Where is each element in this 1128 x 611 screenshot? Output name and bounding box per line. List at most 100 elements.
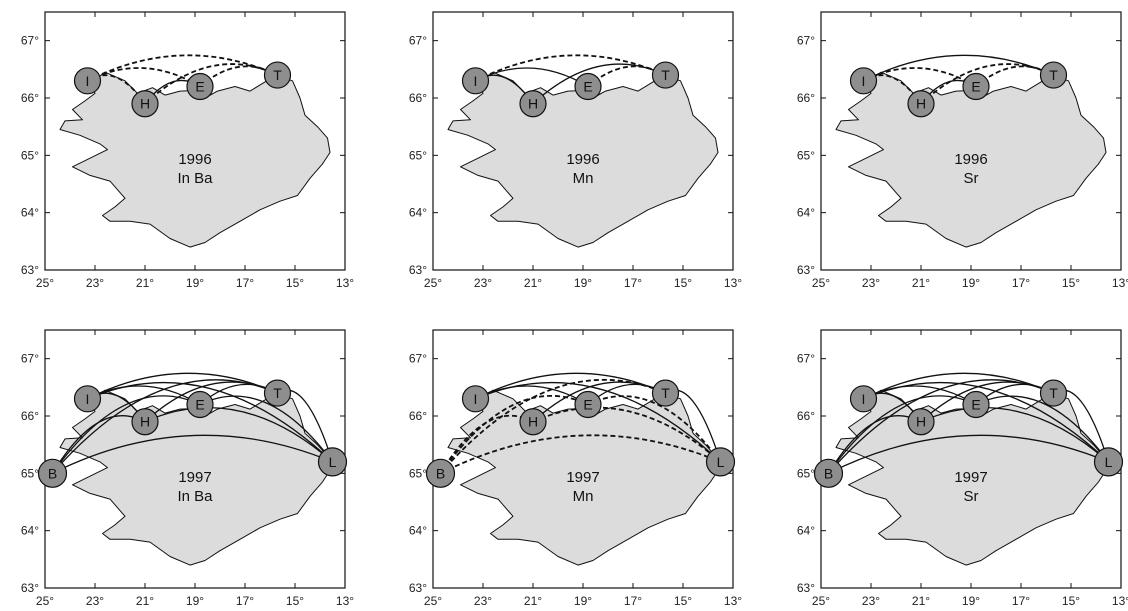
site-marker-I: I [849,385,878,413]
y-tick-label: 67° [409,34,427,48]
site-label: E [583,397,592,413]
y-tick-label: 63° [409,263,427,277]
link-I-E [863,67,977,88]
site-label: H [140,414,150,430]
site-marker-L: L [317,447,348,477]
y-tick-label: 65° [21,466,39,480]
site-label: T [1049,385,1058,401]
panel-element-label: In Ba [177,488,213,505]
site-circle [849,67,878,95]
site-circle [263,379,292,407]
site-circle [317,447,348,477]
x-tick-label: 13° [724,594,742,608]
site-circle [461,67,490,95]
panel-year-label: 1997 [954,469,987,486]
site-marker-T: T [651,379,680,407]
site-circle [1039,379,1068,407]
y-tick-label: 67° [797,352,815,366]
y-tick-label: 64° [409,524,427,538]
iceland-landmass [59,71,331,248]
x-tick-label: 23° [474,276,492,290]
link-B-L [828,434,1109,474]
y-tick-label: 63° [21,581,39,595]
panel-year-label: 1996 [566,151,599,168]
site-label: T [273,385,282,401]
site-label: I [862,391,866,407]
map-panel-3: 25° 23° 21° 19° 17° 15° 13° 67° 66° 65° 64° 63° I H E T… [797,11,1128,290]
x-tick-label: 17° [236,594,254,608]
site-label: B [436,465,445,481]
site-label: I [86,73,90,89]
x-tick-label: 25° [812,276,830,290]
site-marker-I: I [461,67,490,95]
site-marker-E: E [574,390,602,419]
x-tick-label: 13° [336,594,354,608]
x-tick-label: 21° [524,594,542,608]
site-circle [37,458,68,488]
x-tick-label: 19° [574,594,592,608]
link-B-E [827,395,977,474]
iceland-landmass [59,389,331,566]
y-tick-label: 65° [409,148,427,162]
site-label: L [1105,454,1113,470]
x-tick-label: 25° [36,594,54,608]
panel-element-label: Sr [964,170,979,187]
site-circle [651,61,680,89]
x-tick-label: 21° [912,594,930,608]
site-marker-T: T [263,379,292,407]
x-tick-label: 19° [962,276,980,290]
site-label: T [1049,67,1058,83]
site-circle [849,385,878,413]
x-tick-label: 17° [624,594,642,608]
site-label: I [862,73,866,89]
x-tick-label: 15° [1062,276,1080,290]
panel-year-label: 1996 [954,151,987,168]
y-tick-label: 63° [409,581,427,595]
link-B-E [51,395,201,474]
x-tick-label: 21° [136,276,154,290]
site-circle [461,385,490,413]
map-panel-4: 25° 23° 21° 19° 17° 15° 13° 67° 66° 65° 64° 63° I H E T… [21,329,354,608]
site-marker-T: T [1039,379,1068,407]
x-tick-label: 15° [674,276,692,290]
map-panel-6: 25° 23° 21° 19° 17° 15° 13° 67° 66° 65° 64° 63° I H E T… [797,329,1128,608]
panel-year-label: 1997 [566,469,599,486]
x-tick-label: 13° [336,276,354,290]
site-label: L [717,454,725,470]
x-tick-label: 25° [424,276,442,290]
map-panel-2: 25° 23° 21° 19° 17° 15° 13° 67° 66° 65° 64° 63° I H E T… [409,11,742,290]
map-panel-1: 25° 23° 21° 19° 17° 15° 13° 67° 66° 65° 64° 63° I H E T… [21,11,354,290]
y-tick-label: 64° [797,206,815,220]
x-tick-label: 21° [136,594,154,608]
x-tick-label: 19° [186,594,204,608]
x-tick-label: 19° [962,594,980,608]
site-label: B [824,465,833,481]
y-tick-label: 66° [409,91,427,105]
x-tick-label: 17° [236,276,254,290]
y-tick-label: 63° [21,263,39,277]
site-marker-H: H [519,90,547,118]
site-circle [131,408,159,436]
x-tick-label: 23° [86,276,104,290]
site-circle [186,390,214,419]
site-circle [425,458,456,488]
y-tick-label: 65° [797,148,815,162]
site-circle [519,90,547,118]
y-tick-label: 63° [797,263,815,277]
site-marker-I: I [849,67,878,95]
site-circle [907,90,935,118]
site-circle [651,379,680,407]
link-I-E [475,385,589,406]
site-label: E [583,79,592,95]
y-tick-label: 63° [797,581,815,595]
site-label: H [528,96,538,112]
y-tick-label: 66° [21,409,39,423]
x-tick-label: 15° [1062,594,1080,608]
site-marker-E: E [962,72,990,101]
x-tick-label: 23° [474,594,492,608]
site-marker-H: H [131,90,159,118]
site-circle [131,90,159,118]
site-circle [813,458,844,488]
site-label: I [474,73,478,89]
site-label: H [140,96,150,112]
